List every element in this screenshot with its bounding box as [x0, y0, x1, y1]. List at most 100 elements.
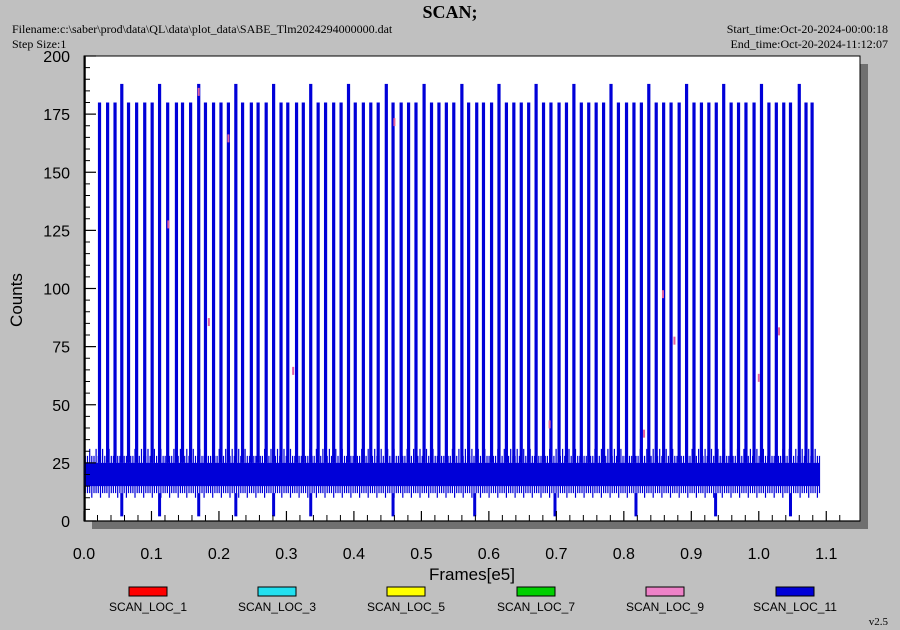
legend-swatch-scan-loc-5 [386, 586, 426, 597]
x-tick-label-8: 0.8 [613, 546, 635, 563]
dip-9 [634, 493, 638, 517]
spike-92 [788, 102, 793, 463]
spike-45 [437, 102, 441, 463]
spike-93 [797, 83, 801, 463]
marker-point-7 [643, 429, 646, 438]
x-axis-title: Frames[e5] [429, 565, 515, 584]
marker-point-11 [778, 327, 781, 336]
dip-3 [234, 493, 238, 517]
spike-91 [782, 102, 786, 463]
dip-6 [391, 493, 395, 517]
spike-10 [174, 102, 179, 463]
x-tick-label-7: 0.7 [545, 546, 567, 563]
y-tick-label-5: 125 [43, 223, 70, 240]
dip-2 [197, 493, 201, 517]
spike-82 [714, 102, 718, 463]
spike-11 [180, 102, 185, 463]
legend-swatch-scan-loc-3 [257, 586, 297, 597]
spike-74 [654, 102, 658, 463]
spike-16 [219, 102, 223, 463]
spike-58 [534, 83, 538, 463]
spike-50 [475, 102, 479, 463]
marker-point-4 [292, 366, 295, 375]
y-tick-label-4: 100 [43, 282, 70, 299]
spike-79 [692, 102, 696, 463]
spike-34 [353, 102, 357, 463]
spike-9 [166, 102, 170, 463]
spike-47 [452, 102, 456, 463]
spike-69 [616, 102, 621, 463]
spike-73 [647, 83, 651, 463]
filename-label: Filename:c:\saber\prod\data\QL\data\plot… [12, 22, 393, 36]
spike-65 [587, 102, 591, 463]
version-label: v2.5 [868, 616, 888, 628]
x-tick-label-1: 0.1 [140, 546, 162, 563]
spike-60 [549, 102, 553, 463]
spike-27 [301, 102, 305, 463]
spike-71 [632, 102, 636, 463]
marker-point-0 [167, 220, 170, 229]
legend-label-scan-loc-5: SCAN_LOC_5 [367, 600, 445, 614]
marker-point-8 [661, 290, 664, 299]
start-time-label: Start_time:Oct-20-2024-00:00:18 [726, 22, 888, 36]
spike-6 [143, 102, 147, 463]
legend-label-scan-loc-7: SCAN_LOC_7 [497, 600, 575, 614]
marker-point-3 [227, 134, 230, 143]
spike-32 [339, 102, 343, 463]
spike-54 [504, 102, 509, 463]
spike-66 [594, 102, 598, 463]
spike-33 [346, 83, 351, 463]
spike-61 [557, 102, 561, 463]
x-tick-label-3: 0.3 [275, 546, 297, 563]
spike-80 [699, 102, 704, 463]
spike-39 [391, 102, 395, 463]
spike-38 [384, 83, 388, 463]
x-tick-label-4: 0.4 [343, 546, 365, 563]
spike-7 [150, 102, 154, 463]
spike-21 [256, 102, 260, 463]
spike-90 [774, 102, 778, 463]
spike-14 [203, 102, 208, 463]
dip-7 [473, 493, 477, 517]
spike-59 [541, 102, 546, 463]
spike-77 [677, 102, 681, 463]
spike-68 [609, 83, 613, 463]
spike-52 [489, 102, 494, 463]
spike-2 [113, 102, 117, 463]
end-time-label: End_time:Oct-20-2024-11:12:07 [730, 37, 888, 51]
dip-0 [120, 493, 124, 517]
y-tick-label-0: 0 [61, 514, 70, 531]
spike-42 [414, 102, 418, 463]
spike-48 [460, 83, 464, 463]
y-tick-label-2: 50 [52, 398, 70, 415]
spike-87 [752, 102, 756, 463]
spike-28 [309, 83, 313, 463]
spike-3 [120, 83, 124, 463]
step-size-label: Step Size:1 [12, 37, 67, 51]
chart-title: SCAN; [422, 2, 478, 22]
spike-37 [376, 102, 380, 463]
spike-49 [467, 102, 471, 463]
spike-89 [767, 102, 771, 463]
spike-0 [97, 102, 102, 463]
spike-31 [332, 102, 336, 463]
y-tick-label-3: 75 [52, 340, 70, 357]
spike-4 [126, 102, 131, 463]
x-tick-label-11: 1.1 [815, 546, 837, 563]
spike-67 [601, 102, 606, 463]
y-tick-label-1: 25 [52, 456, 70, 473]
x-tick-label-10: 1.0 [748, 546, 770, 563]
legend-swatch-scan-loc-9 [645, 586, 685, 597]
spike-62 [564, 102, 569, 463]
spike-70 [624, 102, 629, 463]
legend-label-scan-loc-11: SCAN_LOC_11 [753, 600, 837, 614]
spike-22 [264, 102, 268, 463]
y-axis-title: Counts [7, 273, 26, 327]
spike-95 [810, 102, 814, 463]
spike-84 [729, 102, 733, 463]
spike-15 [211, 102, 216, 463]
spike-44 [429, 102, 434, 463]
spike-5 [135, 102, 139, 463]
spike-41 [406, 102, 411, 463]
